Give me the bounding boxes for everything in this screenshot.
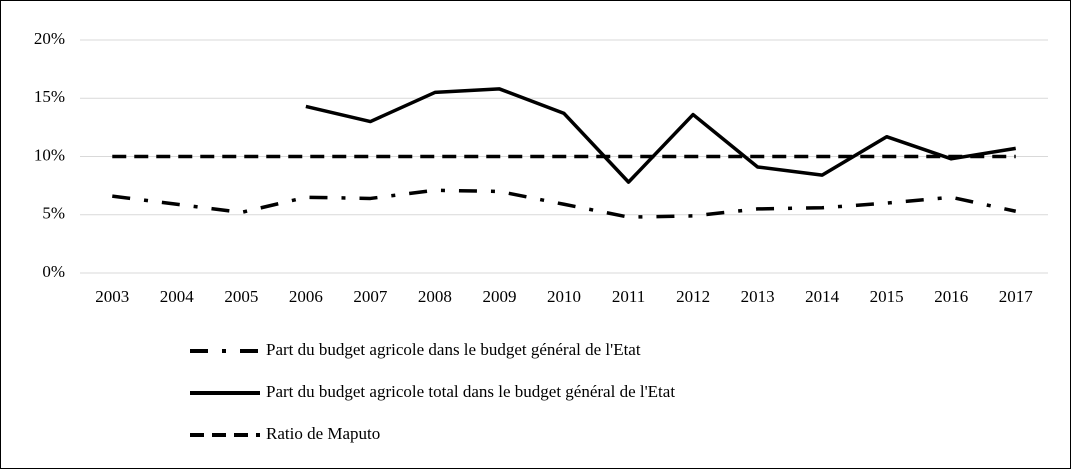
y-tick-label: 10%	[34, 145, 65, 164]
legend-label: Part du budget agricole dans le budget g…	[266, 340, 641, 359]
x-tick-label: 2011	[612, 287, 645, 306]
x-tick-label: 2004	[160, 287, 195, 306]
x-tick-label: 2006	[289, 287, 323, 306]
series-line	[305, 87, 1017, 184]
x-tick-label: 2013	[741, 287, 775, 306]
x-tick-label: 2005	[224, 287, 258, 306]
series-line	[112, 188, 1017, 219]
x-tick-label: 2008	[418, 287, 452, 306]
x-tick-label: 2010	[547, 287, 581, 306]
x-tick-label: 2003	[95, 287, 129, 306]
x-tick-label: 2017	[999, 287, 1034, 306]
legend-label: Part du budget agricole total dans le bu…	[266, 382, 675, 401]
y-tick-label: 20%	[34, 29, 65, 48]
y-tick-label: 0%	[42, 262, 65, 281]
x-tick-label: 2009	[482, 287, 516, 306]
x-tick-label: 2014	[805, 287, 840, 306]
x-tick-label: 2012	[676, 287, 710, 306]
x-tick-label: 2015	[870, 287, 904, 306]
y-tick-label: 5%	[42, 204, 65, 223]
x-tick-label: 2016	[934, 287, 968, 306]
x-tick-label: 2007	[353, 287, 388, 306]
legend-label: Ratio de Maputo	[266, 424, 380, 443]
y-tick-label: 15%	[34, 87, 65, 106]
